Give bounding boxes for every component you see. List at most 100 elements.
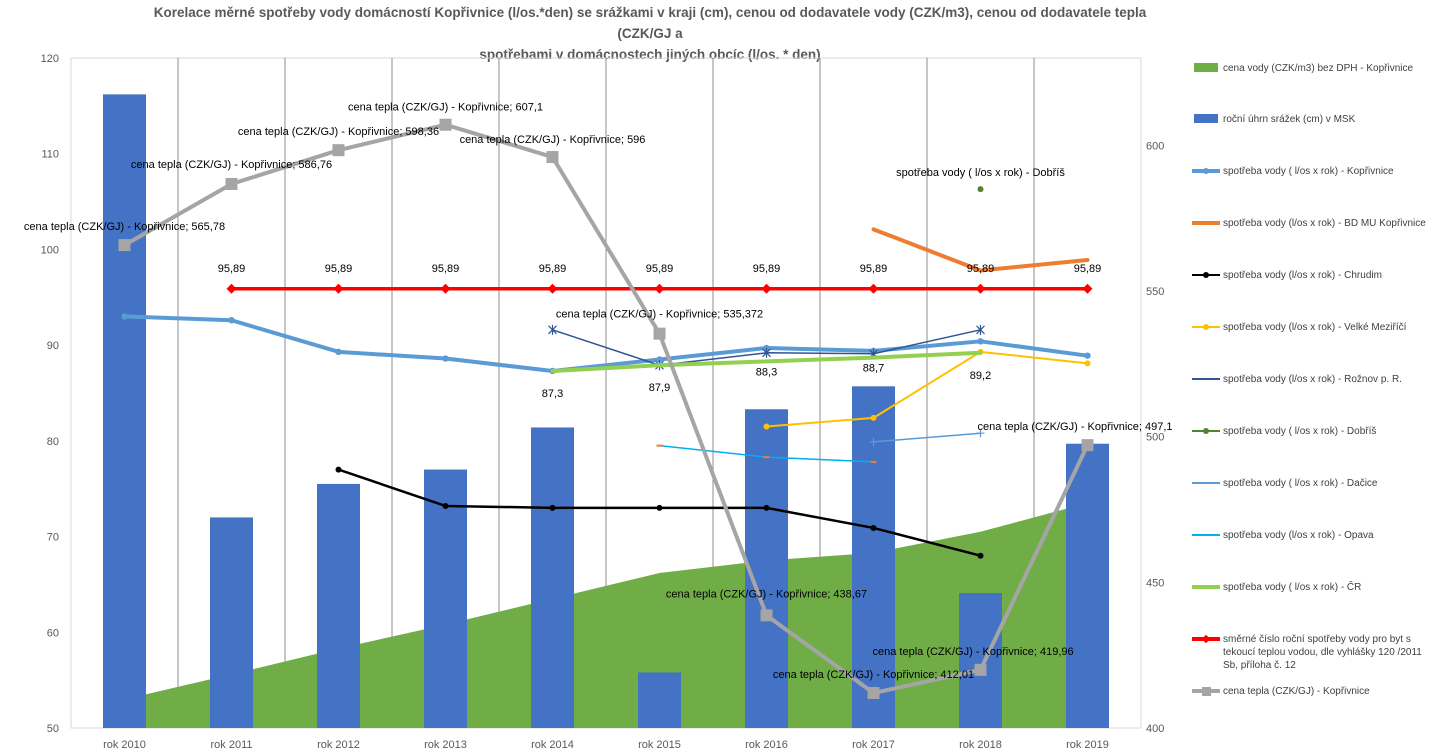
series-marker-square bbox=[974, 663, 987, 676]
legend-label: spotřeba vody ( l/os x rok) - Kopřivnice bbox=[1223, 166, 1394, 177]
legend-label: spotřeba vody (l/os x rok) - BD MU Kopři… bbox=[1223, 218, 1426, 229]
series-marker-diamond bbox=[761, 283, 772, 294]
cr-value-label: 88,7 bbox=[863, 363, 884, 375]
reference-value-label: 95,89 bbox=[646, 263, 674, 275]
y-right-tick-label: 600 bbox=[1146, 140, 1164, 152]
heat-price-label: cena tepla (CZK/GJ) - Kopřivnice; 419,96 bbox=[873, 646, 1074, 658]
legend-label: cena vody (CZK/m3) bez DPH - Kopřivnice bbox=[1223, 63, 1414, 74]
reference-value-label: 95,89 bbox=[218, 263, 246, 275]
precipitation-bar bbox=[1066, 443, 1109, 728]
reference-value-label: 95,89 bbox=[1074, 263, 1102, 275]
legend-swatch bbox=[1192, 581, 1220, 593]
series-marker-circle bbox=[228, 317, 235, 324]
series-line-a5a5a5 bbox=[122, 122, 1090, 696]
cr-value-label: 88,3 bbox=[756, 366, 777, 378]
series-marker-square bbox=[867, 687, 880, 700]
reference-value-label: 95,89 bbox=[860, 263, 888, 275]
precipitation-bar bbox=[103, 94, 146, 728]
y-left-tick-label: 90 bbox=[47, 340, 59, 352]
legend-swatch bbox=[1192, 165, 1220, 177]
x-tick-label: rok 2018 bbox=[959, 739, 1002, 751]
y-right-tick-label: 400 bbox=[1146, 723, 1164, 735]
x-tick-label: rok 2010 bbox=[103, 739, 146, 751]
reference-value-label: 95,89 bbox=[539, 263, 567, 275]
precipitation-bar bbox=[424, 469, 467, 728]
series-marker-circle bbox=[870, 524, 877, 531]
series-marker-circle bbox=[442, 355, 449, 362]
series-line-ed7d31 bbox=[871, 227, 1090, 273]
x-tick-label: rok 2013 bbox=[424, 739, 467, 751]
heat-price-label: cena tepla (CZK/GJ) - Kopřivnice; 535,37… bbox=[556, 309, 763, 321]
series-marker-star bbox=[548, 324, 557, 335]
series-marker-square bbox=[1081, 439, 1094, 452]
legend-item: spotřeba vody (l/os x rok) - BD MU Kopři… bbox=[1192, 217, 1433, 230]
series-marker-square bbox=[653, 327, 666, 340]
series-line-92d050 bbox=[550, 350, 983, 373]
legend-item: roční úhrn srážek (cm) v MSK bbox=[1192, 113, 1433, 126]
legend-item: cena vody (CZK/m3) bez DPH - Kopřivnice bbox=[1192, 62, 1433, 75]
series-marker-circle bbox=[442, 502, 449, 509]
precipitation-bar bbox=[210, 517, 253, 728]
legend-label: roční úhrn srážek (cm) v MSK bbox=[1223, 114, 1356, 125]
legend-item: směrné číslo roční spotřeby vody pro byt… bbox=[1192, 633, 1433, 672]
series-marker-diamond bbox=[1082, 283, 1093, 294]
legend-item: spotřeba vody ( l/os x rok) - Dobříš bbox=[1192, 425, 1433, 438]
legend-item: spotřeba vody ( l/os x rok) - ČR bbox=[1192, 581, 1433, 594]
series-line-ffc000 bbox=[765, 350, 1089, 428]
legend-swatch bbox=[1192, 529, 1220, 541]
legend-label: spotřeba vody (l/os x rok) - Opava bbox=[1223, 530, 1374, 541]
heat-price-label: cena tepla (CZK/GJ) - Kopřivnice; 598,36 bbox=[238, 126, 439, 138]
legend-item: spotřeba vody (l/os x rok) - Velké Meziř… bbox=[1192, 321, 1433, 334]
series-marker-circle bbox=[656, 356, 663, 363]
y-right-tick-label: 550 bbox=[1146, 286, 1164, 298]
series-marker-circle bbox=[763, 504, 770, 511]
series-marker-circle bbox=[870, 414, 877, 421]
heat-price-label: cena tepla (CZK/GJ) - Kopřivnice; 412,01 bbox=[773, 669, 974, 681]
legend-swatch bbox=[1192, 685, 1220, 697]
x-tick-label: rok 2014 bbox=[531, 739, 574, 751]
legend-swatch bbox=[1192, 217, 1220, 229]
legend-label: spotřeba vody (l/os x rok) - Chrudim bbox=[1223, 270, 1382, 281]
series-marker-square bbox=[546, 151, 559, 164]
dobris-label: spotřeba vody ( l/os x rok) - Dobříš bbox=[896, 167, 1065, 179]
legend-item: spotřeba vody (l/os x rok) - Opava bbox=[1192, 529, 1433, 542]
precipitation-bar bbox=[745, 409, 788, 728]
precipitation-bar bbox=[531, 427, 574, 728]
legend-item: spotřeba vody (l/os x rok) - Rožnov p. R… bbox=[1192, 373, 1433, 386]
series-marker-circle bbox=[549, 504, 556, 511]
legend-label: spotřeba vody (l/os x rok) - Rožnov p. R… bbox=[1223, 374, 1402, 385]
y-left-tick-label: 60 bbox=[47, 627, 59, 639]
heat-price-label: cena tepla (CZK/GJ) - Kopřivnice; 586,76 bbox=[131, 159, 332, 171]
cr-value-label: 87,9 bbox=[649, 382, 670, 394]
series-marker-star bbox=[976, 324, 985, 335]
x-tick-label: rok 2017 bbox=[852, 739, 895, 751]
y-left-tick-label: 70 bbox=[47, 532, 59, 544]
x-tick-label: rok 2019 bbox=[1066, 739, 1109, 751]
series-marker-circle bbox=[763, 423, 770, 430]
series-marker-circle bbox=[335, 348, 342, 356]
reference-value-label: 95,89 bbox=[325, 263, 353, 275]
y-left-tick-label: 100 bbox=[41, 244, 59, 256]
legend-label: spotřeba vody ( l/os x rok) - ČR bbox=[1223, 582, 1362, 593]
series-marker-plus bbox=[869, 437, 878, 446]
y-left-tick-label: 50 bbox=[47, 723, 59, 735]
series-line-5b9bd5 bbox=[872, 432, 982, 443]
legend-swatch bbox=[1192, 633, 1220, 645]
chart-title-line-1: Korelace měrné spotřeby vody domácností … bbox=[153, 5, 1147, 41]
series-marker-diamond bbox=[868, 283, 879, 294]
legend-item: cena tepla (CZK/GJ) - Kopřivnice bbox=[1192, 685, 1433, 698]
series-marker-square bbox=[439, 118, 452, 131]
heat-price-label: cena tepla (CZK/GJ) - Kopřivnice; 565,78 bbox=[24, 221, 225, 233]
series-marker-square bbox=[118, 239, 131, 252]
series-marker-circle bbox=[977, 338, 984, 345]
legend-item: spotřeba vody ( l/os x rok) - Dačice bbox=[1192, 477, 1433, 490]
cr-value-label: 89,2 bbox=[970, 370, 991, 382]
legend-item: spotřeba vody ( l/os x rok) - Kopřivnice bbox=[1192, 165, 1433, 178]
x-tick-label: rok 2011 bbox=[211, 739, 253, 751]
legend-swatch bbox=[1192, 269, 1220, 281]
legend-swatch bbox=[1192, 321, 1220, 333]
y-right-tick-label: 450 bbox=[1146, 577, 1164, 589]
y-right-tick-label: 500 bbox=[1146, 432, 1164, 444]
series-marker-plus bbox=[976, 429, 985, 438]
